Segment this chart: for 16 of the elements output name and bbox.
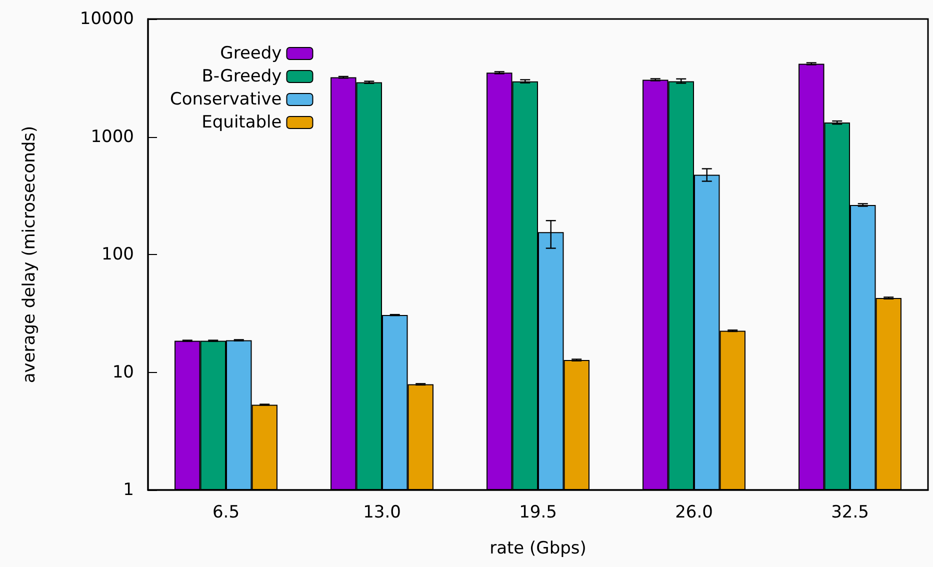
legend-label: Equitable (202, 112, 282, 132)
y-tick-label: 100 (102, 244, 134, 264)
y-tick-label: 10000 (80, 9, 134, 29)
y-tick-label: 1000 (90, 126, 134, 147)
x-tick-label: 6.5 (212, 502, 240, 522)
x-tick-label: 13.0 (363, 502, 401, 522)
y-tick-label: 10 (112, 362, 134, 382)
y-tick-label: 1 (123, 480, 134, 500)
legend-label: Conservative (170, 90, 282, 110)
x-tick-label: 26.0 (675, 502, 713, 522)
x-tick-label: 32.5 (831, 502, 869, 522)
legend-label: Greedy (220, 44, 282, 64)
x-tick-label: 19.5 (519, 502, 557, 522)
legend-label: B-Greedy (202, 66, 282, 86)
y-axis-title: average delay (microseconds) (20, 126, 40, 384)
x-axis-title: rate (Gbps) (490, 538, 586, 558)
